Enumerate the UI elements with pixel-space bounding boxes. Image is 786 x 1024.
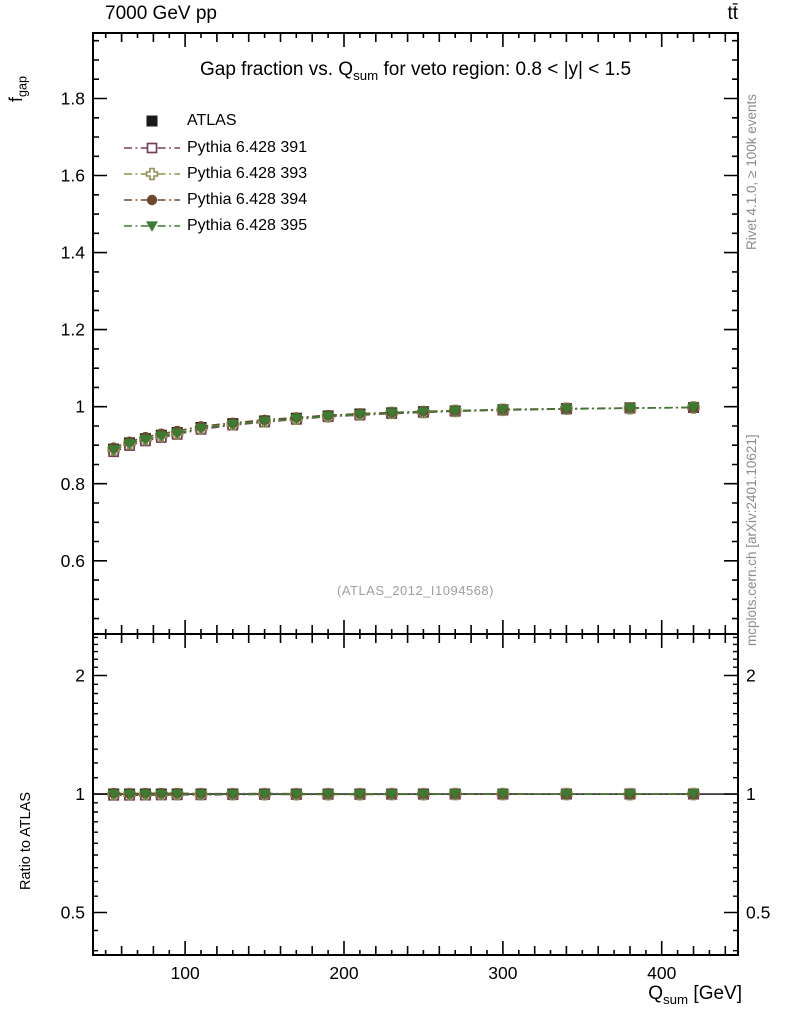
svg-text:200: 200: [329, 963, 358, 983]
y-axis-title-main: f: [6, 96, 26, 102]
legend-item-label: Pythia 6.428 395: [187, 217, 308, 234]
svg-text:1: 1: [75, 397, 85, 417]
plot-title-post: for veto region: 0.8 < |y| < 1.5: [378, 59, 632, 80]
svg-text:2: 2: [746, 666, 756, 686]
svg-text:0.5: 0.5: [746, 903, 770, 923]
mcplots-arxiv-note: mcplots.cern.ch [arXiv:2401.10621]: [744, 434, 759, 646]
analysis-watermark: (ATLAS_2012_I1094568): [337, 583, 494, 598]
beam-energy-label: 7000 GeV pp: [105, 3, 217, 25]
beam-energy-text: 7000 GeV pp: [105, 3, 217, 24]
svg-text:300: 300: [488, 963, 517, 983]
y-axis-title-sub: gap: [15, 75, 30, 97]
process-label: tt̄: [727, 3, 738, 25]
legend-item-label: ATLAS: [187, 112, 237, 129]
svg-text:400: 400: [647, 963, 676, 983]
y-axis-title: fgap: [6, 76, 30, 102]
legend-item-label: Pythia 6.428 391: [187, 139, 308, 156]
plot-title-sub: sum: [353, 67, 379, 83]
x-axis-title-sub: sum: [663, 991, 689, 1007]
x-axis-title-main: Q: [648, 983, 664, 1004]
x-axis-title: Qsum [GeV]: [500, 983, 742, 1007]
svg-text:1: 1: [746, 784, 756, 804]
legend-item-label: Pythia 6.428 393: [187, 165, 308, 182]
plot-title-pre: Gap fraction vs. Q: [199, 59, 354, 80]
svg-text:2: 2: [75, 666, 85, 686]
svg-text:1.2: 1.2: [61, 320, 85, 340]
svg-text:0.8: 0.8: [61, 474, 85, 494]
plot-title: Gap fraction vs. Qsum for veto region: 0…: [93, 59, 738, 83]
svg-text:1: 1: [75, 784, 85, 804]
svg-text:100: 100: [171, 963, 200, 983]
x-axis-title-post: [GeV]: [688, 983, 742, 1004]
legend-item-label: Pythia 6.428 394: [187, 191, 308, 208]
svg-text:1.4: 1.4: [61, 243, 86, 263]
ratio-axis-title: Ratio to ATLAS: [18, 791, 34, 890]
svg-text:1.6: 1.6: [61, 166, 85, 186]
rivet-version-note: Rivet 4.1.0, ≥ 100k events: [744, 94, 759, 250]
svg-text:1.8: 1.8: [61, 88, 85, 108]
svg-text:0.6: 0.6: [61, 551, 85, 571]
process-text: tt̄: [727, 3, 738, 24]
svg-text:0.5: 0.5: [61, 903, 85, 923]
